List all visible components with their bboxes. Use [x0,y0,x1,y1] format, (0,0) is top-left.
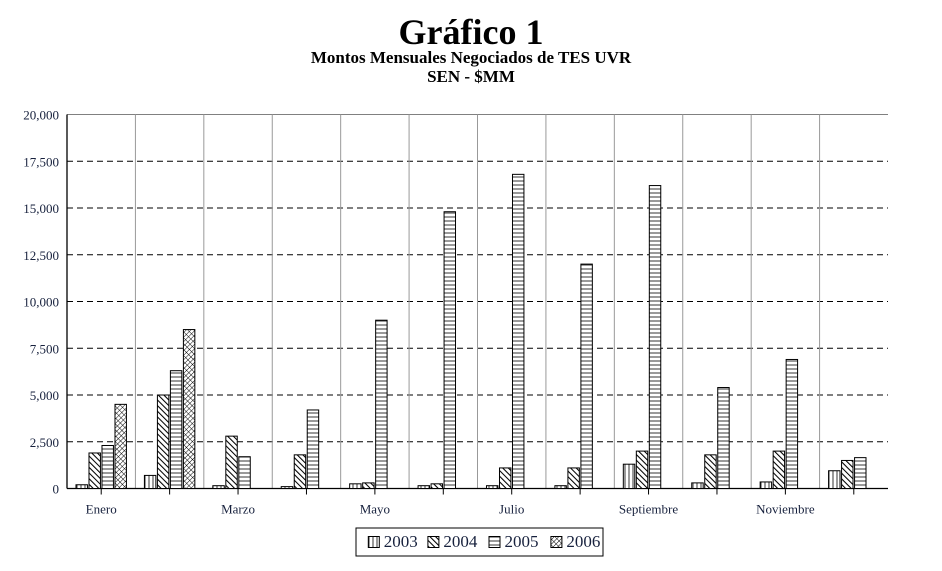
svg-text:Septiembre: Septiembre [619,502,678,517]
svg-text:17,500: 17,500 [23,154,59,169]
svg-text:2005: 2005 [505,532,539,551]
svg-text:10,000: 10,000 [23,295,59,310]
svg-text:15,000: 15,000 [23,201,59,216]
svg-text:2,500: 2,500 [30,435,59,450]
svg-text:0: 0 [53,482,60,497]
svg-text:2006: 2006 [566,532,600,551]
svg-text:Julio: Julio [499,502,524,517]
svg-text:Enero: Enero [86,502,117,517]
svg-text:Marzo: Marzo [221,502,255,517]
svg-text:Mayo: Mayo [360,502,390,517]
svg-text:5,000: 5,000 [30,388,59,403]
svg-text:Noviembre: Noviembre [756,502,815,517]
svg-text:7,500: 7,500 [30,341,59,356]
svg-text:2003: 2003 [384,532,418,551]
svg-text:20,000: 20,000 [23,108,59,123]
svg-text:12,500: 12,500 [23,248,59,263]
svg-text:2004: 2004 [443,532,478,551]
